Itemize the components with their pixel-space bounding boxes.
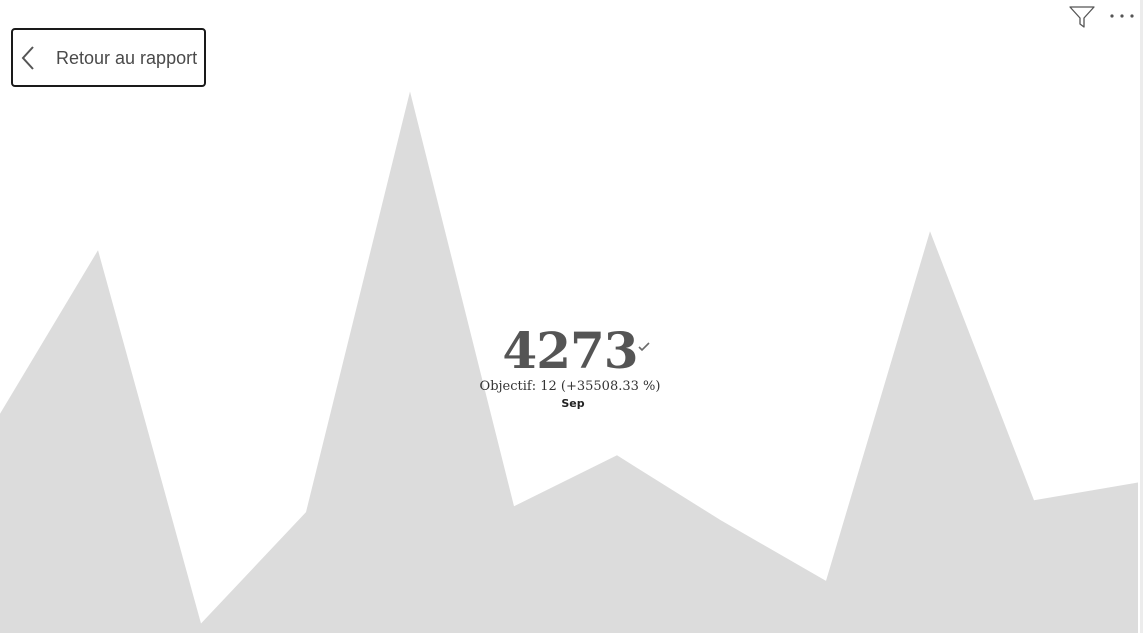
back-to-report-button[interactable]: Retour au rapport	[11, 28, 206, 87]
more-options-button[interactable]	[1106, 6, 1138, 26]
kpi-card: 4273 Objectif: 12 (+35508.33 %) Sep	[420, 322, 720, 411]
kpi-value-wrap: 4273	[502, 321, 650, 380]
more-options-icon	[1110, 14, 1134, 18]
check-icon	[638, 342, 650, 352]
canvas-edge	[1140, 0, 1143, 633]
kpi-value: 4273	[502, 321, 638, 380]
kpi-target-text: Objectif: 12 (+35508.33 %)	[479, 379, 661, 394]
filter-button[interactable]	[1067, 4, 1097, 30]
chevron-left-icon	[21, 46, 34, 70]
back-to-report-label: Retour au rapport	[56, 48, 198, 68]
kpi-period-label: Sep	[561, 397, 585, 410]
filter-icon	[1069, 6, 1095, 28]
trend-area	[0, 91, 1138, 633]
